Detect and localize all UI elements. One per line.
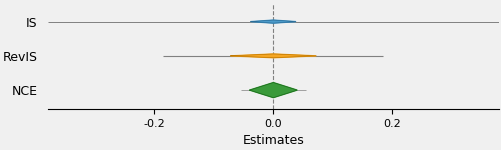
Polygon shape	[249, 82, 297, 98]
Polygon shape	[230, 54, 316, 58]
Polygon shape	[250, 20, 296, 23]
X-axis label: Estimates: Estimates	[242, 134, 304, 147]
